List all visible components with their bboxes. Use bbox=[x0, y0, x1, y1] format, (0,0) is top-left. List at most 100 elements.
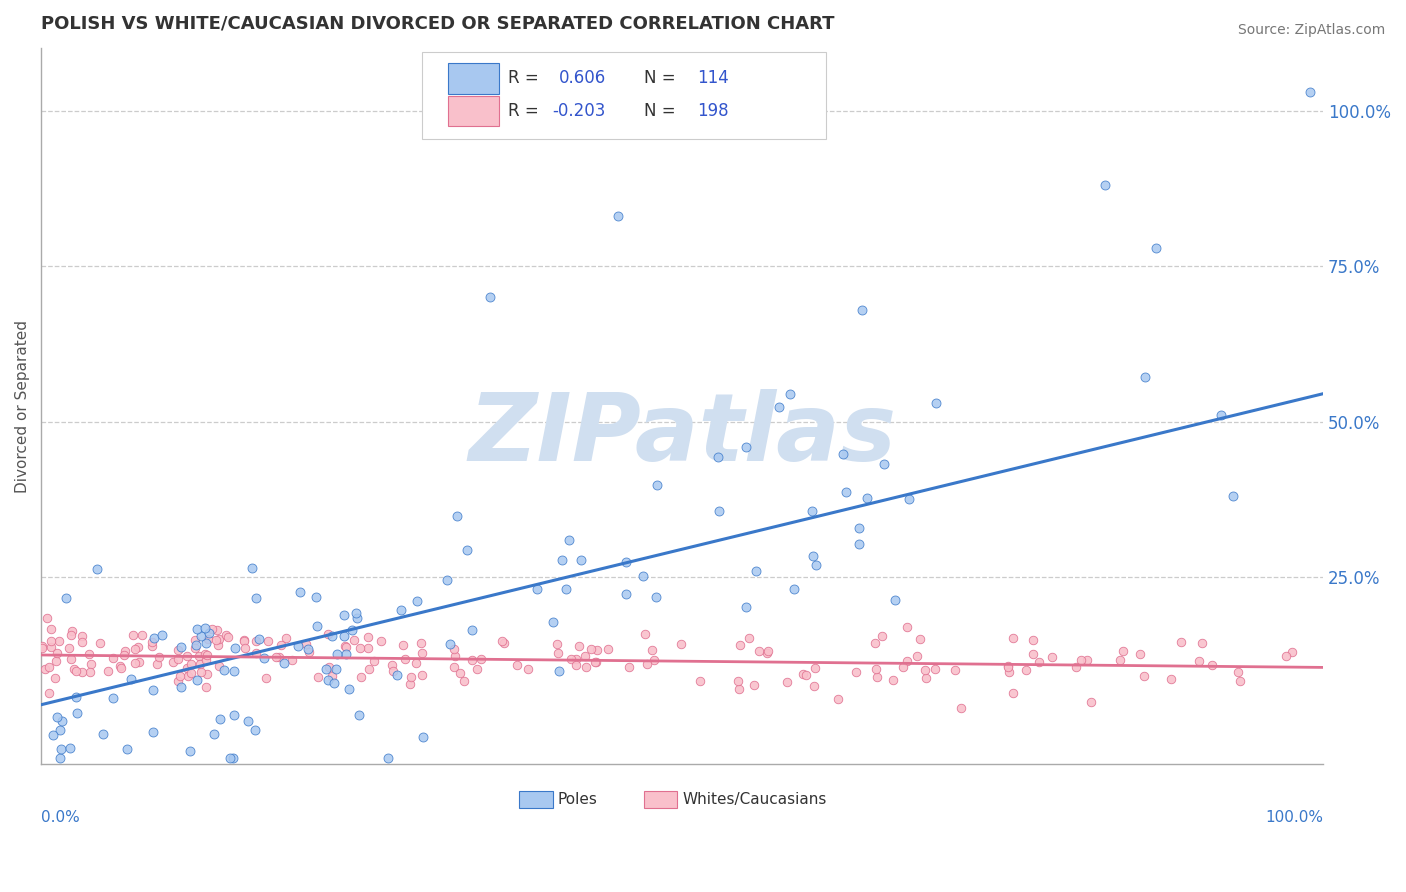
Point bbox=[318, 660, 340, 674]
Point bbox=[97, 664, 120, 678]
Point bbox=[190, 629, 212, 643]
Point bbox=[1133, 369, 1156, 384]
Point bbox=[998, 665, 1021, 679]
Point bbox=[742, 678, 765, 692]
Point bbox=[194, 621, 217, 635]
Text: Poles: Poles bbox=[558, 792, 598, 807]
Point bbox=[446, 508, 468, 523]
Point bbox=[914, 664, 936, 678]
Point bbox=[48, 634, 70, 648]
Point bbox=[91, 726, 114, 740]
Point bbox=[391, 638, 413, 652]
Point bbox=[1146, 240, 1168, 254]
Point bbox=[142, 724, 165, 739]
Point bbox=[568, 640, 591, 654]
Point bbox=[35, 611, 58, 625]
Point bbox=[494, 636, 516, 650]
Point bbox=[382, 665, 405, 679]
Point bbox=[997, 660, 1019, 674]
Point bbox=[583, 656, 606, 670]
Point bbox=[44, 671, 66, 685]
Point bbox=[405, 656, 427, 670]
Point bbox=[436, 573, 458, 587]
Point bbox=[45, 654, 67, 668]
Point bbox=[162, 656, 184, 670]
Point bbox=[1160, 672, 1182, 686]
Point bbox=[66, 706, 89, 721]
Point bbox=[170, 640, 193, 655]
Text: R =: R = bbox=[508, 70, 544, 87]
Point bbox=[208, 712, 231, 726]
Point bbox=[65, 690, 87, 704]
Point bbox=[316, 673, 339, 687]
Point bbox=[224, 640, 246, 655]
Point bbox=[194, 648, 217, 662]
Point bbox=[269, 649, 291, 664]
Point bbox=[1226, 665, 1249, 679]
Point bbox=[340, 623, 363, 637]
Point bbox=[245, 591, 267, 605]
Point bbox=[1281, 645, 1303, 659]
Point bbox=[108, 659, 131, 673]
Point bbox=[270, 639, 292, 653]
Point bbox=[177, 669, 200, 683]
Point bbox=[186, 638, 208, 652]
Point bbox=[1015, 663, 1038, 677]
Point bbox=[792, 666, 814, 681]
Point bbox=[233, 634, 256, 648]
Point bbox=[755, 646, 778, 660]
Point bbox=[406, 593, 429, 607]
Point bbox=[79, 665, 101, 680]
Point bbox=[194, 680, 217, 694]
Point bbox=[343, 632, 366, 647]
Point bbox=[179, 744, 201, 758]
Point bbox=[804, 558, 827, 572]
Point bbox=[645, 590, 668, 604]
Point bbox=[197, 632, 219, 646]
Point bbox=[707, 504, 730, 518]
Point bbox=[170, 680, 193, 694]
Point bbox=[253, 651, 276, 665]
Point bbox=[776, 674, 799, 689]
Point bbox=[110, 661, 132, 675]
Point bbox=[997, 659, 1019, 673]
Point bbox=[45, 710, 67, 724]
Point bbox=[728, 639, 751, 653]
Point bbox=[1201, 658, 1223, 673]
Point bbox=[184, 640, 207, 655]
Point bbox=[409, 636, 432, 650]
Point bbox=[738, 631, 761, 645]
Point bbox=[491, 634, 513, 648]
Point bbox=[541, 615, 564, 629]
Point bbox=[506, 657, 529, 672]
Point bbox=[915, 671, 938, 685]
Point bbox=[865, 662, 887, 676]
Point bbox=[1170, 635, 1192, 649]
Point bbox=[449, 665, 471, 680]
Point bbox=[1066, 660, 1088, 674]
Text: ZIPatlas: ZIPatlas bbox=[468, 389, 896, 481]
Point bbox=[1002, 631, 1025, 645]
Point bbox=[1129, 647, 1152, 661]
Point bbox=[517, 662, 540, 676]
Point bbox=[335, 647, 357, 661]
Point bbox=[124, 642, 146, 657]
Point bbox=[273, 657, 295, 671]
Point bbox=[363, 654, 385, 668]
Point bbox=[444, 649, 467, 664]
Point bbox=[72, 665, 94, 680]
Point bbox=[215, 628, 238, 642]
Point bbox=[707, 450, 730, 465]
Point bbox=[307, 670, 329, 684]
Point bbox=[882, 673, 904, 688]
Point bbox=[39, 634, 62, 648]
Point bbox=[70, 629, 93, 643]
Point bbox=[124, 656, 146, 670]
Point bbox=[49, 741, 72, 756]
Point bbox=[631, 569, 654, 583]
Point bbox=[333, 629, 356, 643]
Point bbox=[346, 611, 368, 625]
Point bbox=[201, 622, 224, 636]
Point bbox=[470, 651, 492, 665]
Point bbox=[180, 657, 202, 671]
